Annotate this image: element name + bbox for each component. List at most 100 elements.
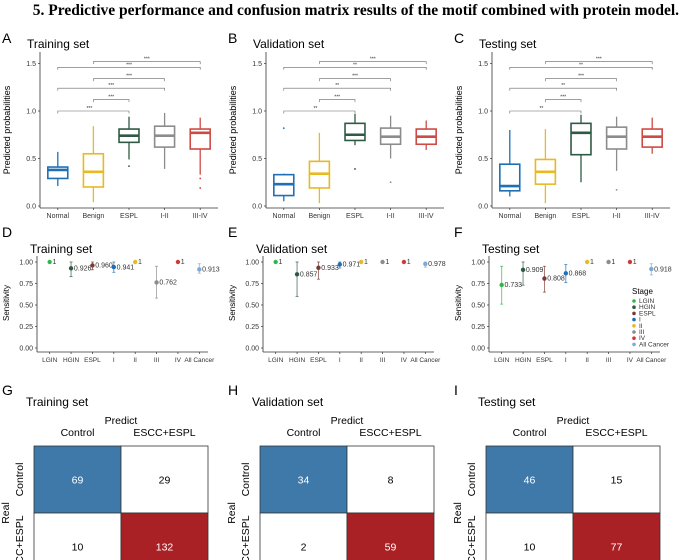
significance-label: *** — [144, 57, 150, 63]
confusion-value: 10 — [524, 542, 536, 554]
sensitivity-point — [563, 271, 569, 276]
significance-label: *** — [108, 83, 114, 89]
confusion-cell — [120, 512, 209, 560]
significance-label: *** — [352, 74, 358, 80]
y-tick-label: 0.25 — [245, 324, 259, 331]
box-iqr — [499, 163, 521, 192]
sensitivity-value-label: 1 — [364, 259, 368, 266]
x-tick-label: I — [339, 357, 341, 364]
sensitivity-point — [649, 266, 654, 272]
sensitivity-point — [358, 259, 364, 265]
y-tick-label: 0.00 — [471, 346, 485, 353]
panel-label: C — [454, 30, 464, 46]
sensitivity-point — [520, 267, 526, 273]
boxplot-panel-c: C Testing set 0.0 0.5 1.0 1.5 Predicted probab… — [454, 30, 670, 220]
sensitivity-panel-f: F Testing set 0.00 0.25 0.50 0.75 1.00 Sensitiv… — [454, 224, 672, 364]
box-iqr — [344, 122, 366, 142]
significance-bracket — [57, 110, 130, 114]
sensitivity-point — [68, 266, 74, 271]
significance-label: ** — [579, 62, 583, 68]
x-tick-label: LGIN — [268, 357, 283, 364]
sensitivity-value-label: 0.857 — [300, 271, 318, 278]
row-label: ESCC+ESPL — [466, 515, 478, 560]
box-outlier — [199, 177, 202, 180]
confusion-value: 10 — [72, 542, 84, 554]
x-tick-label: III — [606, 357, 612, 364]
confusion-value: 29 — [159, 475, 171, 487]
sensitivity-value-label: 0.971 — [343, 262, 361, 269]
significance-bracket — [545, 99, 582, 103]
panel-label: F — [454, 224, 463, 240]
y-tick-label: 1.0 — [252, 109, 262, 116]
significance-label: ** — [561, 83, 565, 89]
panel-title: Testing set — [482, 242, 540, 256]
significance-bracket — [283, 67, 427, 70]
y-tick-label: 1.5 — [478, 61, 488, 68]
x-tick-label: IV — [627, 357, 634, 364]
y-tick-label: 0.75 — [471, 281, 485, 288]
y-tick-label: 1.0 — [26, 109, 36, 116]
significance-label: *** — [86, 106, 92, 112]
figure-title: 5. Predictive performance and confusion … — [32, 2, 679, 19]
legend-swatch — [632, 330, 636, 334]
sensitivity-value-label: 0.808 — [547, 276, 565, 283]
sensitivity-point — [197, 267, 202, 272]
box-outlier — [389, 181, 392, 184]
legend-entry: II — [639, 323, 643, 330]
column-label: Control — [513, 427, 547, 439]
column-label: ESCC+ESPL — [133, 427, 195, 439]
y-tick-label: 1.00 — [19, 260, 33, 267]
box-iqr — [82, 152, 105, 188]
column-label: Control — [287, 427, 321, 439]
y-axis-label: Predicted probabilities — [454, 85, 464, 174]
significance-label: *** — [126, 74, 132, 80]
x-tick-label: III — [154, 357, 160, 364]
confusion-cell — [485, 445, 574, 514]
sensitivity-point — [542, 276, 547, 281]
sensitivity-point — [380, 259, 385, 265]
sensitivity-point — [584, 259, 590, 265]
significance-bracket — [509, 87, 617, 91]
confusion-cell — [33, 512, 122, 560]
significance-label: *** — [370, 57, 376, 63]
column-header-predict: Predict — [557, 415, 590, 427]
y-tick-label: 0.50 — [245, 303, 259, 310]
y-tick-label: 0.0 — [252, 204, 262, 211]
x-tick-label: II — [585, 357, 589, 364]
confusion-value: 15 — [611, 475, 623, 487]
y-tick-label: 1.5 — [252, 61, 262, 68]
x-tick-label: All Cancer — [410, 357, 441, 364]
confusion-value: 77 — [611, 542, 623, 554]
x-tick-label: II — [133, 357, 137, 364]
confusion-value: 69 — [72, 475, 84, 487]
y-tick-label: 0.50 — [19, 303, 33, 310]
legend-swatch — [632, 305, 636, 309]
sensitivity-point — [111, 264, 117, 270]
row-label: Control — [14, 463, 26, 497]
x-tick-label: HGIN — [289, 357, 306, 364]
x-tick-label: All Cancer — [636, 357, 667, 364]
sensitivity-point — [175, 259, 181, 265]
x-tick-label: All Cancer — [184, 357, 215, 364]
panel-title: Validation set — [256, 242, 328, 256]
box-iqr — [641, 128, 663, 148]
column-label: ESCC+ESPL — [359, 427, 421, 439]
sensitivity-point — [132, 259, 138, 265]
row-label: ESCC+ESPL — [14, 515, 26, 560]
sensitivity-point — [423, 261, 428, 267]
x-tick-label: ESPL — [120, 213, 138, 220]
sensitivity-point — [627, 259, 633, 265]
significance-label: ** — [313, 106, 317, 112]
significance-bracket — [319, 78, 391, 82]
legend-swatch — [632, 317, 636, 322]
significance-bracket — [57, 87, 165, 91]
y-axis-label: Sensitivity — [454, 285, 463, 321]
sensitivity-point — [154, 280, 159, 285]
row-label: ESCC+ESPL — [240, 515, 252, 560]
panel-label: H — [228, 382, 238, 398]
legend-swatch — [632, 324, 636, 328]
y-tick-label: 0.00 — [19, 346, 33, 353]
x-tick-label: III-IV — [419, 213, 434, 220]
x-tick-label: ESPL — [84, 357, 101, 364]
